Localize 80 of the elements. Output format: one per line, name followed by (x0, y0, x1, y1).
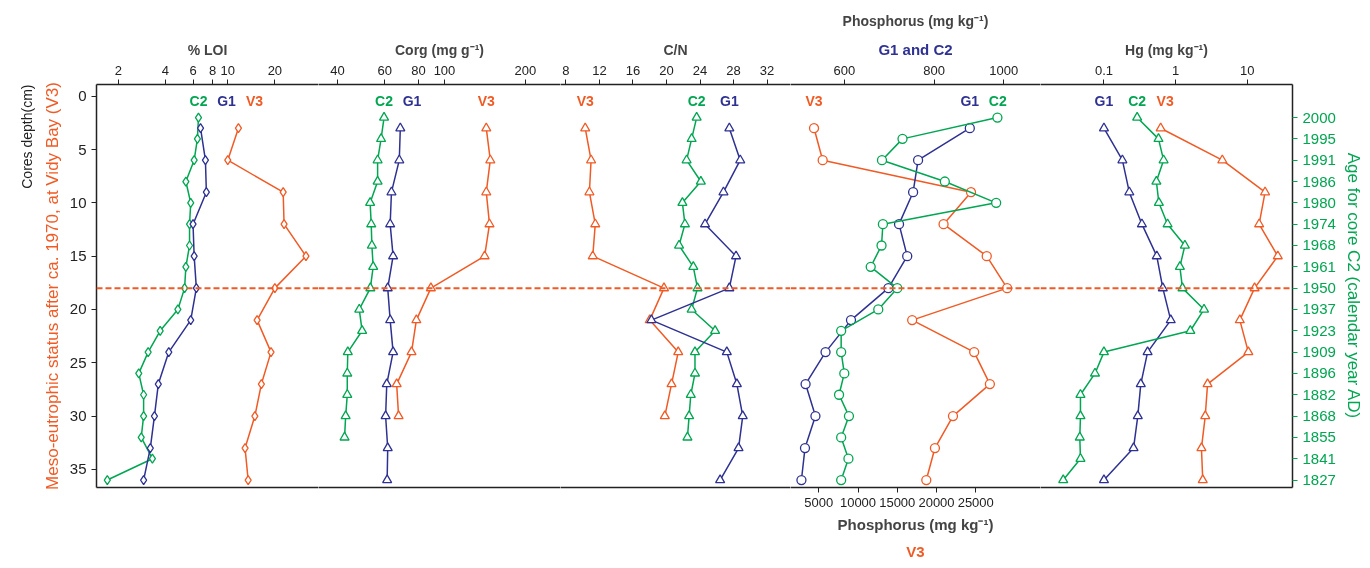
category-label: 1950 (1302, 279, 1336, 297)
y-tick-label: 35 (69, 460, 87, 478)
category-label: 1923 (1302, 321, 1336, 339)
chart-subtitle: G1 and C2 (878, 40, 953, 58)
y-axis-title: Cores depth(cm) (18, 84, 35, 189)
series-label: C2 (687, 92, 706, 109)
x-tick-label: 10 (1239, 62, 1255, 78)
series-label: G1 (402, 92, 422, 109)
x-tick-label: 2 (114, 62, 122, 78)
category-label: 1937 (1302, 300, 1336, 318)
category-label: 1896 (1302, 364, 1336, 382)
x-axis-title: Hg (mg kg⁻¹) (1125, 41, 1208, 58)
y-tick-label: 10 (69, 193, 87, 211)
category-label: 1968 (1302, 236, 1336, 254)
y-tick-label: 25 (69, 353, 87, 371)
category-label: 1974 (1302, 215, 1336, 233)
series-label: V3 (245, 92, 264, 109)
y-tick-label: 15 (69, 247, 87, 265)
y-tick-label: 5 (78, 140, 87, 158)
x-tick-label: 28 (726, 62, 741, 78)
category-label: 1868 (1302, 407, 1336, 425)
y-tick-label: 20 (69, 300, 87, 318)
x-tick-label: 20 (267, 62, 283, 78)
x2-tick-label: 5000 (804, 494, 834, 510)
x-tick-label: 10 (220, 62, 235, 78)
series-label: G1 (217, 92, 237, 109)
category-label: 2000 (1302, 108, 1336, 126)
x-tick-label: 4 (161, 62, 170, 78)
x-axis-title: C/N (663, 41, 688, 58)
x-tick-label: 1000 (989, 62, 1019, 78)
x-tick-label: 60 (377, 62, 393, 78)
category-label: 1909 (1302, 343, 1336, 361)
series-label: V3 (477, 92, 496, 109)
series-label: V3 (805, 92, 823, 109)
x-tick-label: 16 (625, 62, 641, 78)
series-label: V3 (576, 92, 594, 109)
x-axis-title: % LOI (187, 41, 228, 58)
y-tick-label: 0 (78, 87, 87, 105)
series-label: C2 (189, 92, 208, 109)
x-tick-label: 12 (592, 62, 607, 78)
x-tick-label: 40 (330, 62, 345, 78)
x-tick-label: 6 (189, 62, 197, 78)
category-label: 1995 (1302, 129, 1336, 147)
x2-tick-label: 20000 (918, 494, 955, 510)
x-tick-label: 800 (923, 62, 945, 78)
series-label: C2 (375, 92, 394, 109)
x-tick-label: 8 (562, 62, 570, 78)
x-tick-label: 600 (833, 62, 856, 78)
y-tick-label: 30 (69, 407, 87, 425)
x-tick-label: 24 (692, 62, 708, 78)
category-label: 1882 (1302, 385, 1336, 403)
y2-axis-title: Age for core C2 (calendar year AD) (1343, 152, 1363, 419)
x-tick-label: 80 (411, 62, 426, 78)
x-tick-label: 8 (208, 62, 217, 78)
text: Phosphorus (mg kg⁻¹) V3 (837, 515, 994, 560)
x-tick-label: 100 (433, 62, 456, 78)
x-tick-label: 1 (1171, 62, 1180, 78)
series-label: G1 (720, 92, 739, 109)
category-label: 1991 (1302, 151, 1336, 169)
category-label: 1980 (1302, 193, 1336, 211)
series-label: C2 (1128, 92, 1147, 109)
x2-tick-label: 10000 (839, 494, 877, 510)
x-axis-title: Phosphorus (mg kg⁻¹) (842, 12, 989, 29)
ref-line-label: Meso-eutrophic status after ca. 1970, at Vidy Bay (V3) (42, 82, 62, 490)
category-label: 1827 (1302, 471, 1336, 489)
x-axis-title: Corg (mg g⁻¹) (395, 41, 484, 58)
series-label: G1 (1094, 92, 1114, 109)
x2-tick-label: 25000 (957, 494, 994, 510)
category-label: 1841 (1302, 449, 1336, 467)
category-label: 1855 (1302, 428, 1336, 446)
x-tick-label: 0.1 (1094, 62, 1113, 78)
series-label: G1 (960, 92, 980, 109)
category-label: 1986 (1302, 172, 1336, 190)
series-label: V3 (1156, 92, 1174, 109)
category-label: 1961 (1302, 257, 1336, 275)
x2-tick-label: 15000 (879, 494, 916, 510)
x-tick-label: 200 (514, 62, 537, 78)
x-tick-label: 20 (659, 62, 674, 78)
series-label: C2 (988, 92, 1007, 109)
x-tick-label: 32 (759, 62, 775, 78)
